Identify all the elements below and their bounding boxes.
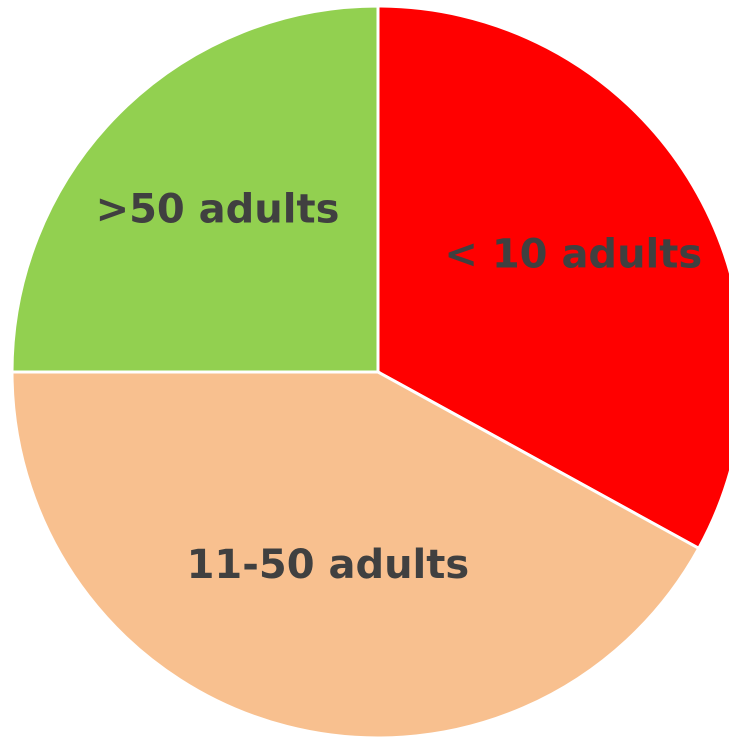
pie-labels: < 10 adults 11-50 adults >50 adults bbox=[96, 187, 703, 589]
pie-slice-1 bbox=[376, 4, 729, 551]
pie-slice-2 bbox=[10, 370, 701, 737]
pie-slice-label-2: 11-50 adults bbox=[187, 542, 470, 588]
pie-slice-label-1: < 10 adults bbox=[444, 232, 702, 278]
pie-slice-label-3: >50 adults bbox=[96, 187, 340, 233]
pie-slices bbox=[10, 4, 729, 737]
pie-slice-3 bbox=[10, 4, 380, 374]
